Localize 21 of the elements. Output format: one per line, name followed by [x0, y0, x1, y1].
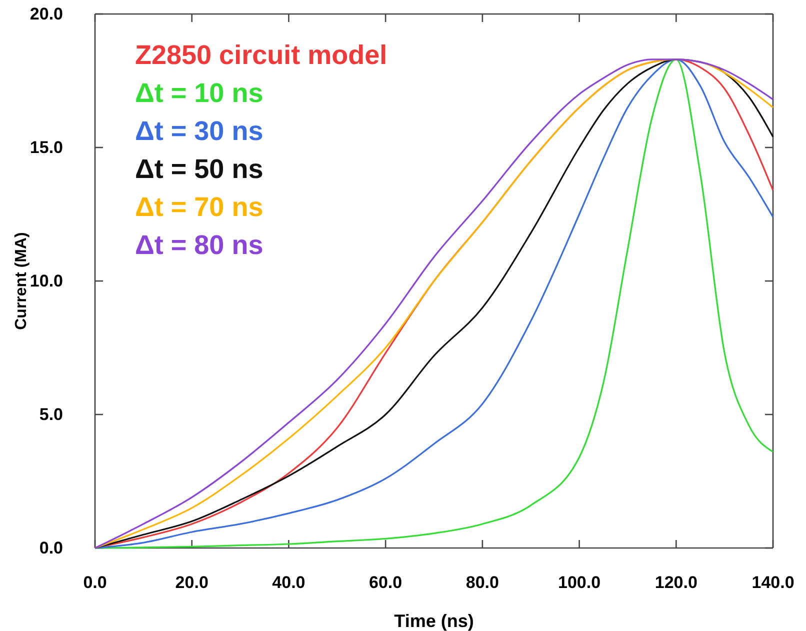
text: Z2850 circuit model	[135, 40, 388, 70]
x-axis-title: Time (ns)	[394, 611, 474, 631]
x-tick-label: 80.0	[466, 573, 499, 592]
text: Δt = 70 ns	[135, 192, 264, 222]
text: Δt = 10 ns	[135, 78, 264, 108]
x-tick-label: 140.0	[752, 573, 794, 592]
y-tick-label: 15.0	[30, 138, 63, 157]
y-tick-label: 5.0	[39, 404, 63, 424]
x-tick-label: 0.0	[83, 573, 107, 592]
x-tick-label: 100.0	[558, 573, 601, 592]
x-tick-label: 20.0	[175, 573, 208, 592]
y-tick-label: 10.0	[30, 271, 63, 290]
y-tick-label: 20.0	[30, 4, 63, 24]
y-axis-title: Current (MA)	[13, 232, 30, 330]
text: Δt = 80 ns	[135, 230, 264, 260]
text: Δt = 50 ns	[135, 154, 264, 184]
x-tick-label: 60.0	[369, 573, 402, 592]
text: Δt = 30 ns	[135, 116, 264, 146]
x-tick-label: 40.0	[272, 573, 306, 592]
x-tick-label: 120.0	[654, 573, 698, 592]
y-tick-label: 0.0	[39, 538, 63, 558]
